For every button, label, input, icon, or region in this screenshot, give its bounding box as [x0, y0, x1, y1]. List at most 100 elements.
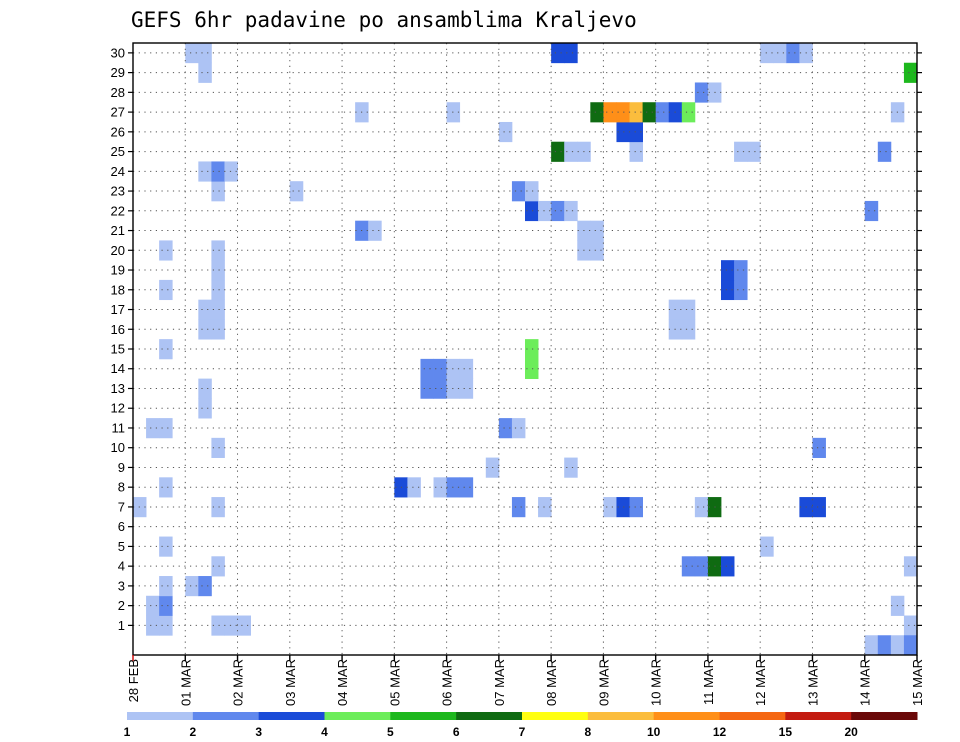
heatmap-cell — [368, 220, 382, 241]
y-tick-label: 11 — [112, 420, 126, 435]
heatmap-cell — [538, 497, 552, 518]
heatmap-cell — [681, 319, 696, 340]
heatmap-cell — [224, 615, 238, 636]
heatmap-cell — [237, 615, 251, 636]
y-tick-label: 4 — [118, 559, 125, 574]
heatmap-cell — [642, 102, 657, 123]
heatmap-cell — [590, 220, 604, 241]
heatmap-cell — [629, 121, 643, 143]
colorbar-tick-label: 5 — [387, 725, 394, 739]
x-axis: 28 FEB 01 MAR 02 MAR 03 MAR 04 MAR 05 MAR 06 M… — [126, 655, 925, 706]
colorbar-tick-label: 15 — [779, 725, 793, 739]
heatmap-cell — [407, 477, 421, 498]
heatmap-cell — [159, 536, 173, 557]
colorbar-tick-label: 1 — [124, 725, 131, 739]
colorbar-tick-label: 6 — [453, 725, 460, 739]
heatmap-cell — [747, 141, 761, 162]
y-tick-label: 15 — [111, 342, 125, 357]
heatmap-cell — [198, 576, 212, 597]
y-tick-label: 24 — [111, 164, 125, 179]
heatmap-cell — [590, 240, 604, 261]
y-tick-label: 21 — [111, 223, 125, 238]
heatmap-cell — [459, 477, 474, 498]
heatmap-cell — [159, 595, 173, 616]
heatmap-cell — [289, 181, 304, 202]
heatmap-cell — [198, 62, 212, 83]
chart-title: GEFS 6hr padavine po ansamblima Kraljevo — [131, 8, 637, 32]
x-tick-label: 10 MAR — [649, 659, 664, 706]
x-tick-label: 12 MAR — [753, 659, 768, 706]
colorbar-swatch — [522, 712, 589, 720]
heatmap-cell — [459, 358, 474, 380]
y-tick-label: 17 — [111, 302, 125, 317]
x-tick-label: 28 FEB — [126, 659, 141, 702]
y-tick-label: 16 — [111, 322, 125, 337]
y-tick-label: 20 — [111, 243, 125, 258]
colorbar-swatch — [785, 712, 852, 720]
colorbar-swatch — [390, 712, 457, 720]
heatmap-cell — [159, 279, 173, 301]
colorbar-tick-label: 7 — [519, 725, 526, 739]
heatmap-cell — [590, 102, 604, 123]
heatmap-cell — [198, 161, 212, 182]
heatmap-cell — [185, 43, 199, 64]
heatmap-cell — [655, 102, 670, 123]
heatmap-cell — [694, 556, 709, 577]
y-tick-label: 7 — [118, 499, 125, 514]
y-tick-label: 23 — [111, 184, 125, 199]
heatmap-cell — [459, 378, 474, 399]
colorbar: 1 2 3 4 5 6 7 8 10 12 15 20 — [124, 712, 918, 739]
y-tick-label: 18 — [111, 282, 125, 297]
heatmap-cell — [734, 279, 748, 301]
heatmap-cell — [564, 43, 578, 64]
heatmap-cell — [420, 358, 434, 380]
heatmap-cell — [538, 200, 552, 222]
heatmap-cell — [629, 141, 643, 162]
heatmap-cell — [211, 615, 225, 636]
heatmap-cell — [681, 102, 696, 123]
heatmap-cell — [511, 181, 526, 202]
heatmap-cell — [629, 497, 643, 518]
heatmap-cell — [433, 477, 447, 498]
heatmap-cell — [146, 615, 160, 636]
x-tick-label: 08 MAR — [544, 659, 559, 706]
heatmap-cell — [433, 378, 447, 399]
y-tick-label: 2 — [118, 598, 125, 613]
heatmap-cell — [211, 181, 225, 202]
heatmap-cell — [681, 299, 696, 320]
y-tick-label: 6 — [118, 519, 125, 534]
heatmap-cell — [525, 358, 539, 380]
x-tick-label: 04 MAR — [335, 659, 350, 706]
heatmap-cell — [551, 200, 565, 222]
heatmap-cell — [433, 358, 447, 380]
y-tick-label: 12 — [111, 401, 125, 416]
y-tick-label: 30 — [111, 45, 125, 60]
heatmap-cell — [773, 43, 787, 64]
heatmap-cell — [198, 299, 212, 320]
heatmap-cell — [211, 161, 225, 182]
y-tick-label: 27 — [111, 105, 125, 120]
heatmap-cell — [146, 595, 160, 616]
heatmap-cell — [159, 418, 173, 439]
heatmap-cell — [159, 339, 173, 360]
heatmap-cell — [564, 141, 578, 162]
heatmap-cells — [133, 43, 918, 656]
heatmap-cell — [525, 181, 539, 202]
colorbar-swatch — [324, 712, 391, 720]
heatmap-cell — [159, 576, 173, 597]
colorbar-swatch — [587, 712, 655, 720]
x-tick-label: 02 MAR — [231, 659, 246, 706]
heatmap-cell — [159, 615, 173, 636]
colorbar-tick-label: 3 — [255, 725, 262, 739]
x-tick-label: 01 MAR — [178, 659, 193, 706]
heatmap-cell — [564, 457, 578, 478]
heatmap-cell — [211, 240, 225, 261]
heatmap-cell — [511, 418, 526, 439]
heatmap-cell — [760, 536, 774, 557]
colorbar-tick-label: 4 — [321, 725, 328, 739]
y-tick-label: 14 — [111, 361, 125, 376]
y-tick-label: 29 — [111, 65, 125, 80]
heatmap-cell — [211, 437, 225, 458]
heatmap-cell — [211, 556, 225, 577]
y-tick-label: 13 — [111, 381, 125, 396]
